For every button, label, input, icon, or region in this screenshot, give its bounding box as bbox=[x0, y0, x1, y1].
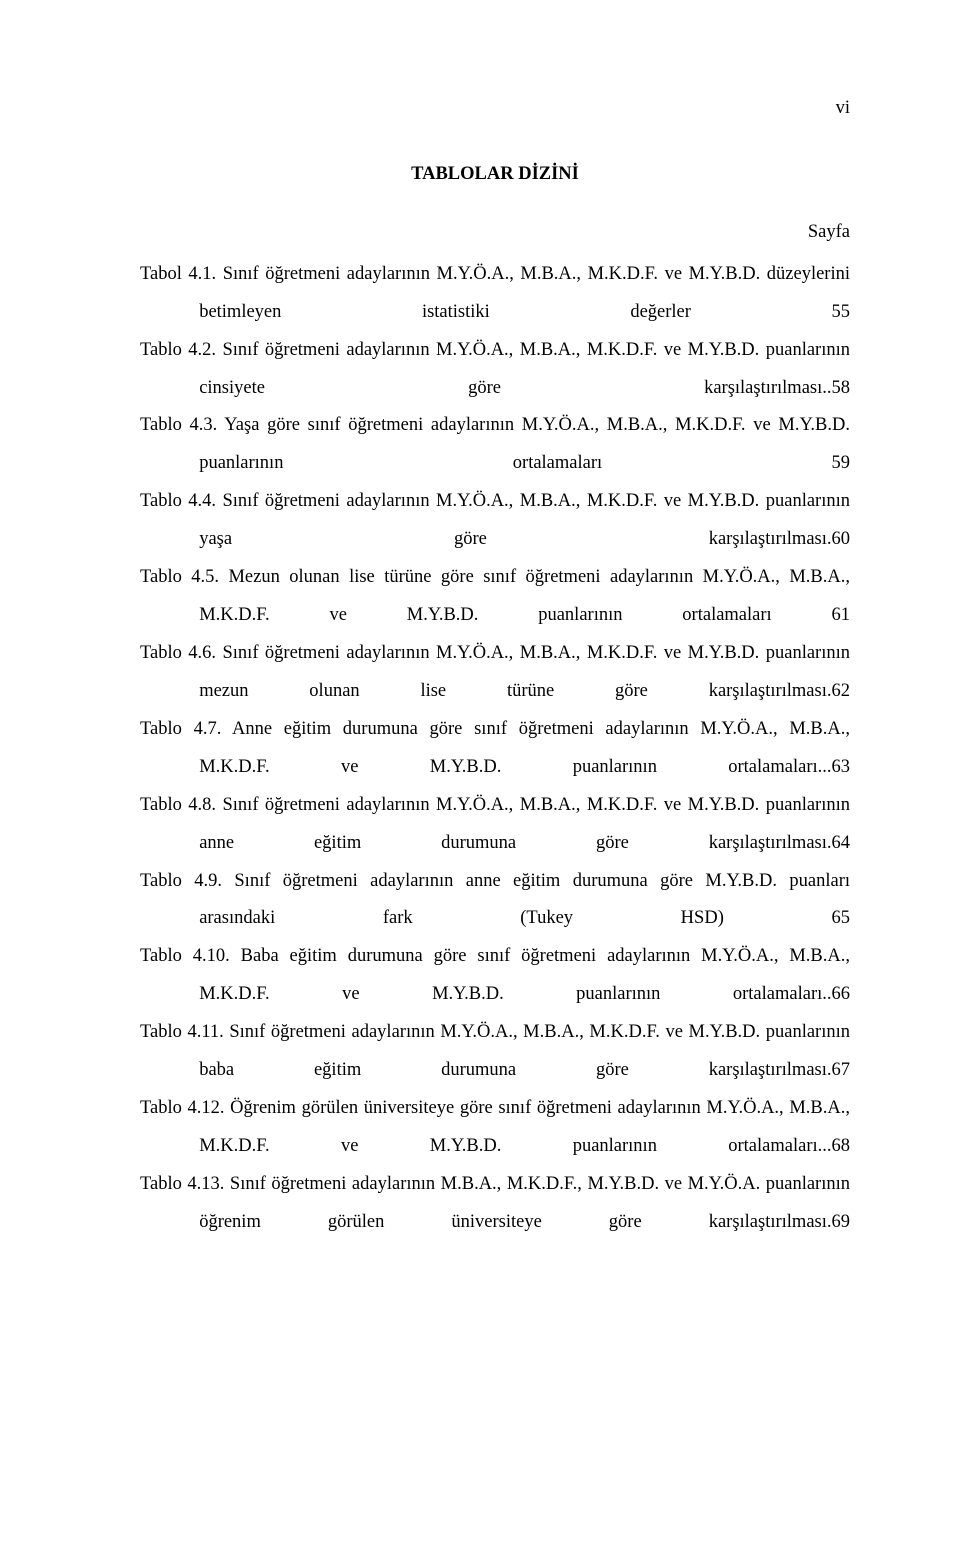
page-number: vi bbox=[140, 90, 850, 128]
toc-entry: Tablo 4.8. Sınıf öğretmeni adaylarının M… bbox=[140, 787, 850, 863]
page-column-label: Sayfa bbox=[140, 214, 850, 252]
toc-entry: Tablo 4.10. Baba eğitim durumuna göre sı… bbox=[140, 938, 850, 1014]
toc-entry: Tablo 4.6. Sınıf öğretmeni adaylarının M… bbox=[140, 635, 850, 711]
toc-entry: Tabol 4.1. Sınıf öğretmeni adaylarının M… bbox=[140, 256, 850, 332]
toc-entry: Tablo 4.7. Anne eğitim durumuna göre sın… bbox=[140, 711, 850, 787]
toc-entry: Tablo 4.13. Sınıf öğretmeni adaylarının … bbox=[140, 1166, 850, 1242]
toc-entry: Tablo 4.11. Sınıf öğretmeni adaylarının … bbox=[140, 1014, 850, 1090]
page-title: TABLOLAR DİZİNİ bbox=[140, 156, 850, 194]
toc-entry: Tablo 4.2. Sınıf öğretmeni adaylarının M… bbox=[140, 332, 850, 408]
toc-entry: Tablo 4.5. Mezun olunan lise türüne göre… bbox=[140, 559, 850, 635]
toc-entry: Tablo 4.3. Yaşa göre sınıf öğretmeni ada… bbox=[140, 407, 850, 483]
toc-entry: Tablo 4.12. Öğrenim görülen üniversiteye… bbox=[140, 1090, 850, 1166]
toc-entry: Tablo 4.9. Sınıf öğretmeni adaylarının a… bbox=[140, 863, 850, 939]
toc-entry: Tablo 4.4. Sınıf öğretmeni adaylarının M… bbox=[140, 483, 850, 559]
